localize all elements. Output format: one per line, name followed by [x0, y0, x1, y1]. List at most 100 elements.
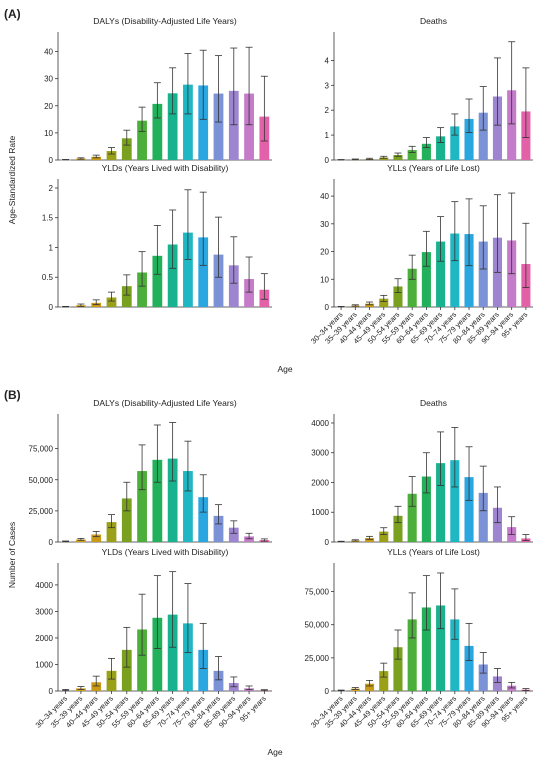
- y-tick-label: 75,000: [305, 588, 330, 597]
- bar: [407, 150, 417, 160]
- panel-b-xlabel: Age: [267, 747, 282, 757]
- panel-a-label: (A): [4, 7, 21, 21]
- bar: [137, 629, 147, 691]
- y-tick-label: 0: [325, 538, 330, 547]
- chart-title: DALYs (Disability-Adjusted Life Years): [93, 16, 237, 26]
- bar: [436, 463, 446, 542]
- bar: [121, 138, 132, 160]
- y-tick-label: 0: [325, 687, 330, 696]
- bar: [478, 492, 488, 542]
- chart-title: Deaths: [420, 398, 447, 408]
- bar: [478, 112, 488, 160]
- y-tick-label: 20: [320, 248, 329, 257]
- panel-b-label: (B): [4, 388, 21, 402]
- bar: [244, 536, 254, 542]
- bar: [478, 241, 488, 307]
- bar: [507, 90, 517, 160]
- chart-3: YLDs (Years Lived with Disability) 0 0.5 1 1…: [42, 163, 272, 312]
- chart-2: Deaths 0 1 2 3 4: [325, 16, 533, 165]
- bar: [228, 265, 239, 307]
- bar: [393, 286, 403, 307]
- bar: [167, 614, 178, 691]
- bar: [464, 477, 474, 542]
- bar: [91, 534, 102, 542]
- bar: [379, 531, 389, 542]
- panel-a-ylabel: Age-Standardized Rate: [7, 136, 17, 225]
- bar: [436, 136, 446, 160]
- bar: [228, 90, 239, 160]
- bar: [198, 85, 209, 160]
- bar: [379, 298, 389, 307]
- bar: [492, 96, 503, 160]
- bar: [152, 617, 163, 691]
- bar: [213, 93, 224, 160]
- y-tick-label: 50,000: [305, 621, 330, 630]
- y-tick-label: 4: [325, 56, 330, 65]
- y-tick-label: 4000: [311, 419, 329, 428]
- bar: [450, 619, 460, 691]
- bar: [464, 118, 474, 160]
- y-tick-label: 20: [44, 102, 53, 111]
- y-tick-label: 0: [325, 156, 330, 165]
- bar: [421, 607, 431, 691]
- bar: [364, 303, 375, 307]
- bar: [167, 93, 178, 160]
- bar: [106, 522, 117, 542]
- chart-title: YLLs (Years of Life Lost): [387, 163, 480, 173]
- bar: [393, 647, 403, 691]
- bar: [407, 493, 417, 542]
- bar: [436, 605, 446, 691]
- bar: [492, 676, 503, 691]
- chart-8: YLLs (Years of Life Lost) 0 25,000 50,000 75…: [305, 547, 533, 730]
- bar: [121, 498, 132, 542]
- y-tick-label: 75,000: [29, 445, 54, 454]
- chart-title: YLDs (Years Lived with Disability): [102, 547, 229, 557]
- y-tick-label: 30: [44, 75, 53, 84]
- bar: [183, 471, 193, 542]
- y-tick-label: 25,000: [29, 507, 54, 516]
- bar: [450, 126, 460, 160]
- y-tick-label: 0: [49, 538, 54, 547]
- chart-4: YLLs (Years of Life Lost)01020304030–34 …: [309, 163, 533, 346]
- bar: [152, 255, 163, 307]
- y-tick-label: 2000: [35, 634, 53, 643]
- bar: [379, 671, 389, 691]
- bar: [364, 538, 375, 542]
- y-tick-label: 40: [320, 192, 329, 201]
- bar: [167, 244, 178, 307]
- chart-title: DALYs (Disability-Adjusted Life Years): [93, 398, 237, 408]
- y-tick-label: 1.5: [42, 214, 54, 223]
- bar: [436, 241, 446, 307]
- y-tick-label: 3000: [311, 449, 329, 458]
- bar: [167, 458, 178, 542]
- y-tick-label: 10: [320, 275, 329, 284]
- y-tick-label: 1: [325, 131, 330, 140]
- bar: [464, 645, 474, 691]
- bar: [152, 459, 163, 542]
- chart-7: YLDs (Years Lived with Disability) 0 1000 2…: [34, 547, 272, 730]
- y-tick-label: 0: [49, 303, 54, 312]
- chart-6: Deaths 0 1000 2000 3000 4000: [311, 398, 533, 547]
- bar: [106, 297, 117, 307]
- y-tick-label: 1000: [35, 660, 53, 669]
- y-tick-label: 0: [49, 156, 54, 165]
- y-tick-label: 3000: [35, 607, 53, 616]
- bar: [379, 157, 389, 160]
- y-tick-label: 25,000: [305, 654, 330, 663]
- bar: [137, 120, 147, 160]
- chart-1: DALYs (Disability-Adjusted Life Years) 0 1…: [44, 16, 272, 165]
- bar: [421, 252, 431, 307]
- bar: [76, 539, 86, 542]
- bar: [407, 619, 417, 691]
- bar: [213, 254, 224, 307]
- bar: [137, 272, 147, 307]
- y-tick-label: 3: [325, 81, 330, 90]
- bar: [183, 623, 193, 691]
- bar: [198, 237, 209, 307]
- bar: [183, 232, 193, 307]
- bar: [407, 268, 417, 307]
- bar: [450, 233, 460, 307]
- bar: [464, 234, 474, 307]
- bar: [213, 670, 224, 691]
